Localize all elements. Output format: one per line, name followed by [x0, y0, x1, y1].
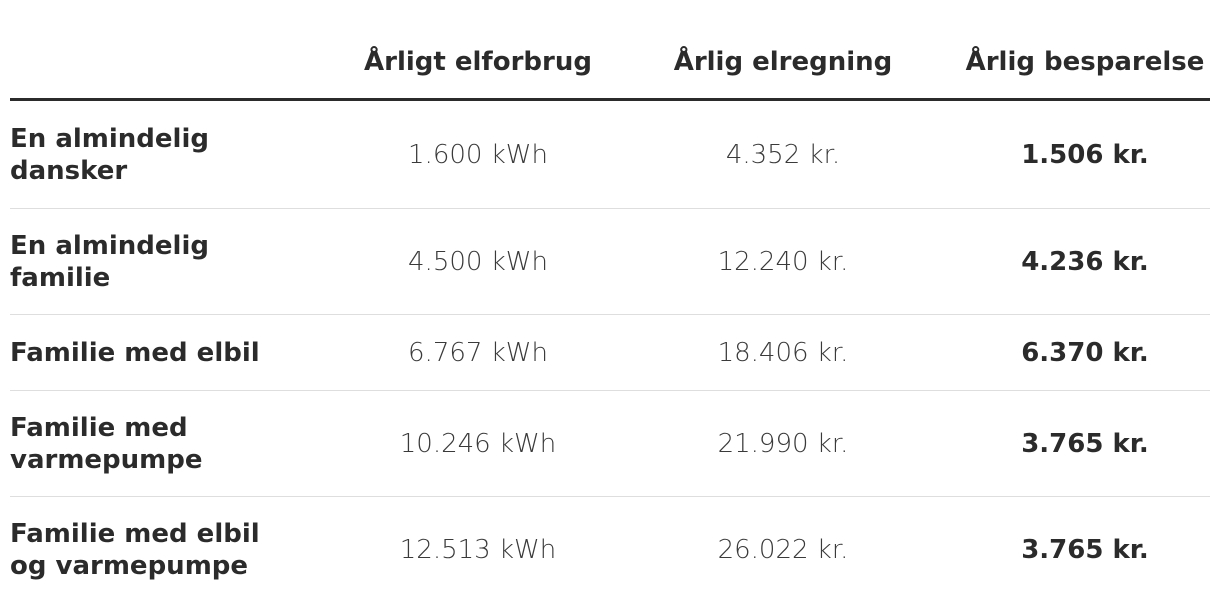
table-cell: 3.765 kr. — [1021, 428, 1149, 459]
table-row: En almindelig familie 4.500 kWh 12.240 kr.… — [10, 209, 1210, 315]
table-row: Familie med elbil og varmepumpe 12.513 kW… — [10, 497, 1210, 603]
column-header: Årlig elregning — [673, 47, 893, 77]
row-label: Familie med elbil og varmepumpe — [10, 519, 260, 581]
row-label: Familie med elbil — [10, 337, 260, 368]
row-label: En almindelig familie — [10, 230, 209, 293]
table-cell: 1.506 kr. — [1021, 139, 1149, 170]
table-cell: 4.352 kr. — [725, 139, 841, 170]
table-cell: 6.370 kr. — [1021, 337, 1149, 368]
row-label: En almindelig dansker — [10, 123, 209, 186]
table-cell: 4.500 kWh — [408, 246, 548, 277]
header-row: Årligt elforbrug Årlig elregning Årlig b… — [10, 0, 1210, 101]
table-cell: 6.767 kWh — [408, 337, 548, 368]
table-row: En almindelig dansker 1.600 kWh 4.352 kr. 1… — [10, 101, 1210, 209]
table-cell: 10.246 kWh — [399, 428, 557, 459]
column-header: Årlig besparelse — [965, 47, 1205, 77]
table-cell: 1.600 kWh — [408, 139, 548, 170]
table-cell: 26.022 kr. — [717, 535, 849, 565]
table: Årligt elforbrug Årlig elregning Årlig b… — [10, 0, 1210, 603]
table-row: Familie med varmepumpe 10.246 kWh 21.990 k… — [10, 391, 1210, 497]
row-label: Familie med varmepumpe — [10, 412, 203, 475]
table-row: Familie med elbil 6.767 kWh 18.406 kr. 6.37… — [10, 315, 1210, 391]
table-cell: 12.240 kr. — [717, 246, 849, 277]
table-cell: 12.513 kWh — [399, 535, 557, 565]
table-cell: 21.990 kr. — [717, 428, 849, 459]
column-header: Årligt elforbrug — [364, 47, 592, 77]
table-cell: 4.236 kr. — [1021, 246, 1149, 277]
table-cell: 18.406 kr. — [717, 337, 849, 368]
table-cell: 3.765 kr. — [1021, 535, 1149, 565]
